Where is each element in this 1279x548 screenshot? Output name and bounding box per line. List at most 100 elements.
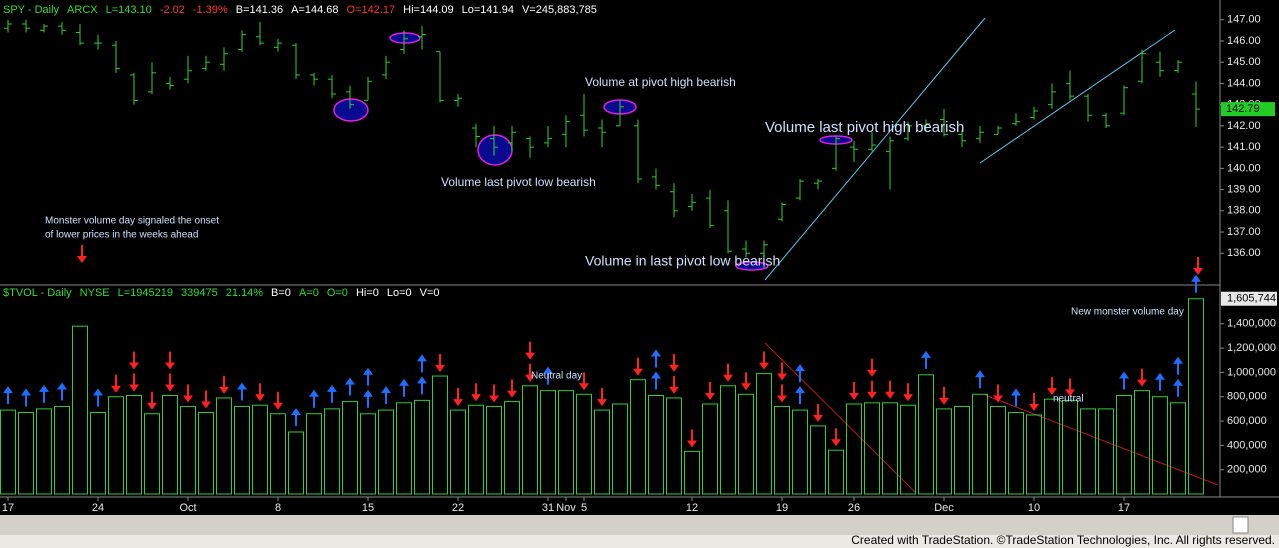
volume-bar xyxy=(1008,412,1024,495)
scrollbar xyxy=(0,515,1279,535)
y-tick-label: 136.00 xyxy=(1227,247,1261,259)
pivot-ellipse xyxy=(389,32,421,44)
volume-bar xyxy=(306,413,322,495)
volume-bar xyxy=(378,409,394,495)
signal-arrow-head xyxy=(471,394,481,402)
signal-arrow-head xyxy=(579,383,589,391)
annotation: Volume last pivot high bearish xyxy=(765,119,964,136)
header-item: L=1945219 xyxy=(118,287,173,299)
x-tick-label: 17 xyxy=(1118,502,1130,514)
volume-bar xyxy=(666,397,682,495)
last-price-box xyxy=(1221,102,1275,117)
signal-arrow-head xyxy=(129,384,139,392)
volume-bar xyxy=(90,412,106,495)
header-item: B=0 xyxy=(271,287,291,299)
pivot-ellipse xyxy=(333,98,369,122)
signal-arrow-head xyxy=(543,366,553,374)
footer-bar xyxy=(0,535,1279,548)
volume-bar xyxy=(468,404,484,495)
y-tick-label: 141.00 xyxy=(1227,141,1261,153)
volume-bar xyxy=(360,413,376,495)
volume-bar xyxy=(1116,395,1132,495)
value-label-box xyxy=(1221,291,1277,306)
signal-arrow-head xyxy=(345,377,355,385)
signal-arrow-head xyxy=(417,354,427,362)
volume-bar xyxy=(576,393,592,495)
volume-bar xyxy=(900,404,916,495)
signal-arrow-head xyxy=(1173,356,1183,364)
y-tick-label: 137.00 xyxy=(1227,226,1261,238)
header-item: SPY - Daily xyxy=(3,4,60,16)
pivot-ellipse xyxy=(477,134,513,166)
volume-bar xyxy=(396,402,412,495)
volume-bar xyxy=(522,385,538,495)
annotation: of lower prices in the weeks ahead xyxy=(45,230,198,241)
volume-bar xyxy=(504,401,520,495)
x-tick-label: Dec xyxy=(934,502,954,514)
x-tick-label: 19 xyxy=(776,502,788,514)
volume-bar xyxy=(414,399,430,495)
volume-bar xyxy=(144,413,160,495)
signal-arrow-head xyxy=(1011,388,1021,396)
signal-arrow-head xyxy=(777,395,787,403)
volume-bar xyxy=(774,405,790,495)
header-item: Hi=144.09 xyxy=(403,4,453,16)
x-tick-label: 10 xyxy=(1028,502,1040,514)
x-tick-label: Oct xyxy=(179,502,196,514)
signal-arrow-head xyxy=(111,385,121,393)
volume-bar xyxy=(1062,399,1078,495)
volume-bar xyxy=(1170,402,1186,495)
y-tick-label: 600,000 xyxy=(1227,415,1267,427)
volume-bar xyxy=(162,395,178,495)
volume-bar xyxy=(990,405,1006,495)
signal-arrow-head xyxy=(201,401,211,409)
annotation: Volume last pivot low bearish xyxy=(441,175,596,189)
volume-bar xyxy=(648,395,664,495)
x-tick-label: Nov xyxy=(556,502,576,514)
last-price-label: 142.79 xyxy=(1226,103,1260,115)
signal-arrow-head xyxy=(399,378,409,386)
signal-arrow-head xyxy=(237,382,247,390)
volume-bar xyxy=(0,409,16,495)
volume-bar xyxy=(828,449,844,495)
signal-arrow-head xyxy=(309,389,319,397)
volume-bar xyxy=(486,405,502,495)
volume-bar xyxy=(810,425,826,495)
signal-arrow-head xyxy=(147,402,157,410)
header-item: NYSE xyxy=(80,287,110,299)
volume-bar xyxy=(882,402,898,495)
signal-arrow-head xyxy=(39,384,49,392)
scroll-thumb[interactable] xyxy=(1232,516,1249,534)
signal-arrow-head xyxy=(1137,379,1147,387)
volume-bar xyxy=(72,325,88,495)
volume-bar xyxy=(198,412,214,495)
signal-arrow-head xyxy=(975,370,985,378)
volume-bar xyxy=(1026,414,1042,495)
volume-bar xyxy=(846,403,862,495)
volume-bar xyxy=(36,408,52,495)
signal-arrow-head xyxy=(669,386,679,394)
y-tick-label: 138.00 xyxy=(1227,205,1261,217)
signal-arrow-head xyxy=(1119,371,1129,379)
header-item: 21.14% xyxy=(226,287,264,299)
signal-arrow-head xyxy=(741,383,751,391)
volume-bar xyxy=(450,409,466,495)
volume-bar xyxy=(270,413,286,495)
header-item: A=0 xyxy=(299,287,319,299)
header-item: B=141.36 xyxy=(236,4,283,16)
x-tick-label: 5 xyxy=(581,502,587,514)
header-item: L=143.10 xyxy=(106,4,152,16)
ellipses xyxy=(333,32,853,271)
signal-arrow-head xyxy=(903,394,913,402)
volume-bar xyxy=(180,405,196,495)
header-item: O=142.17 xyxy=(347,4,396,16)
x-tick-label: 26 xyxy=(848,502,860,514)
signal-arrow-head xyxy=(831,439,841,447)
pivot-ellipse xyxy=(735,261,769,271)
volume-bar xyxy=(738,393,754,495)
volume-bar xyxy=(540,390,556,495)
signal-arrow-head xyxy=(867,369,877,377)
signal-arrow-head xyxy=(255,394,265,402)
signal-arrow-head xyxy=(435,365,445,373)
volume-bar xyxy=(1098,408,1114,495)
